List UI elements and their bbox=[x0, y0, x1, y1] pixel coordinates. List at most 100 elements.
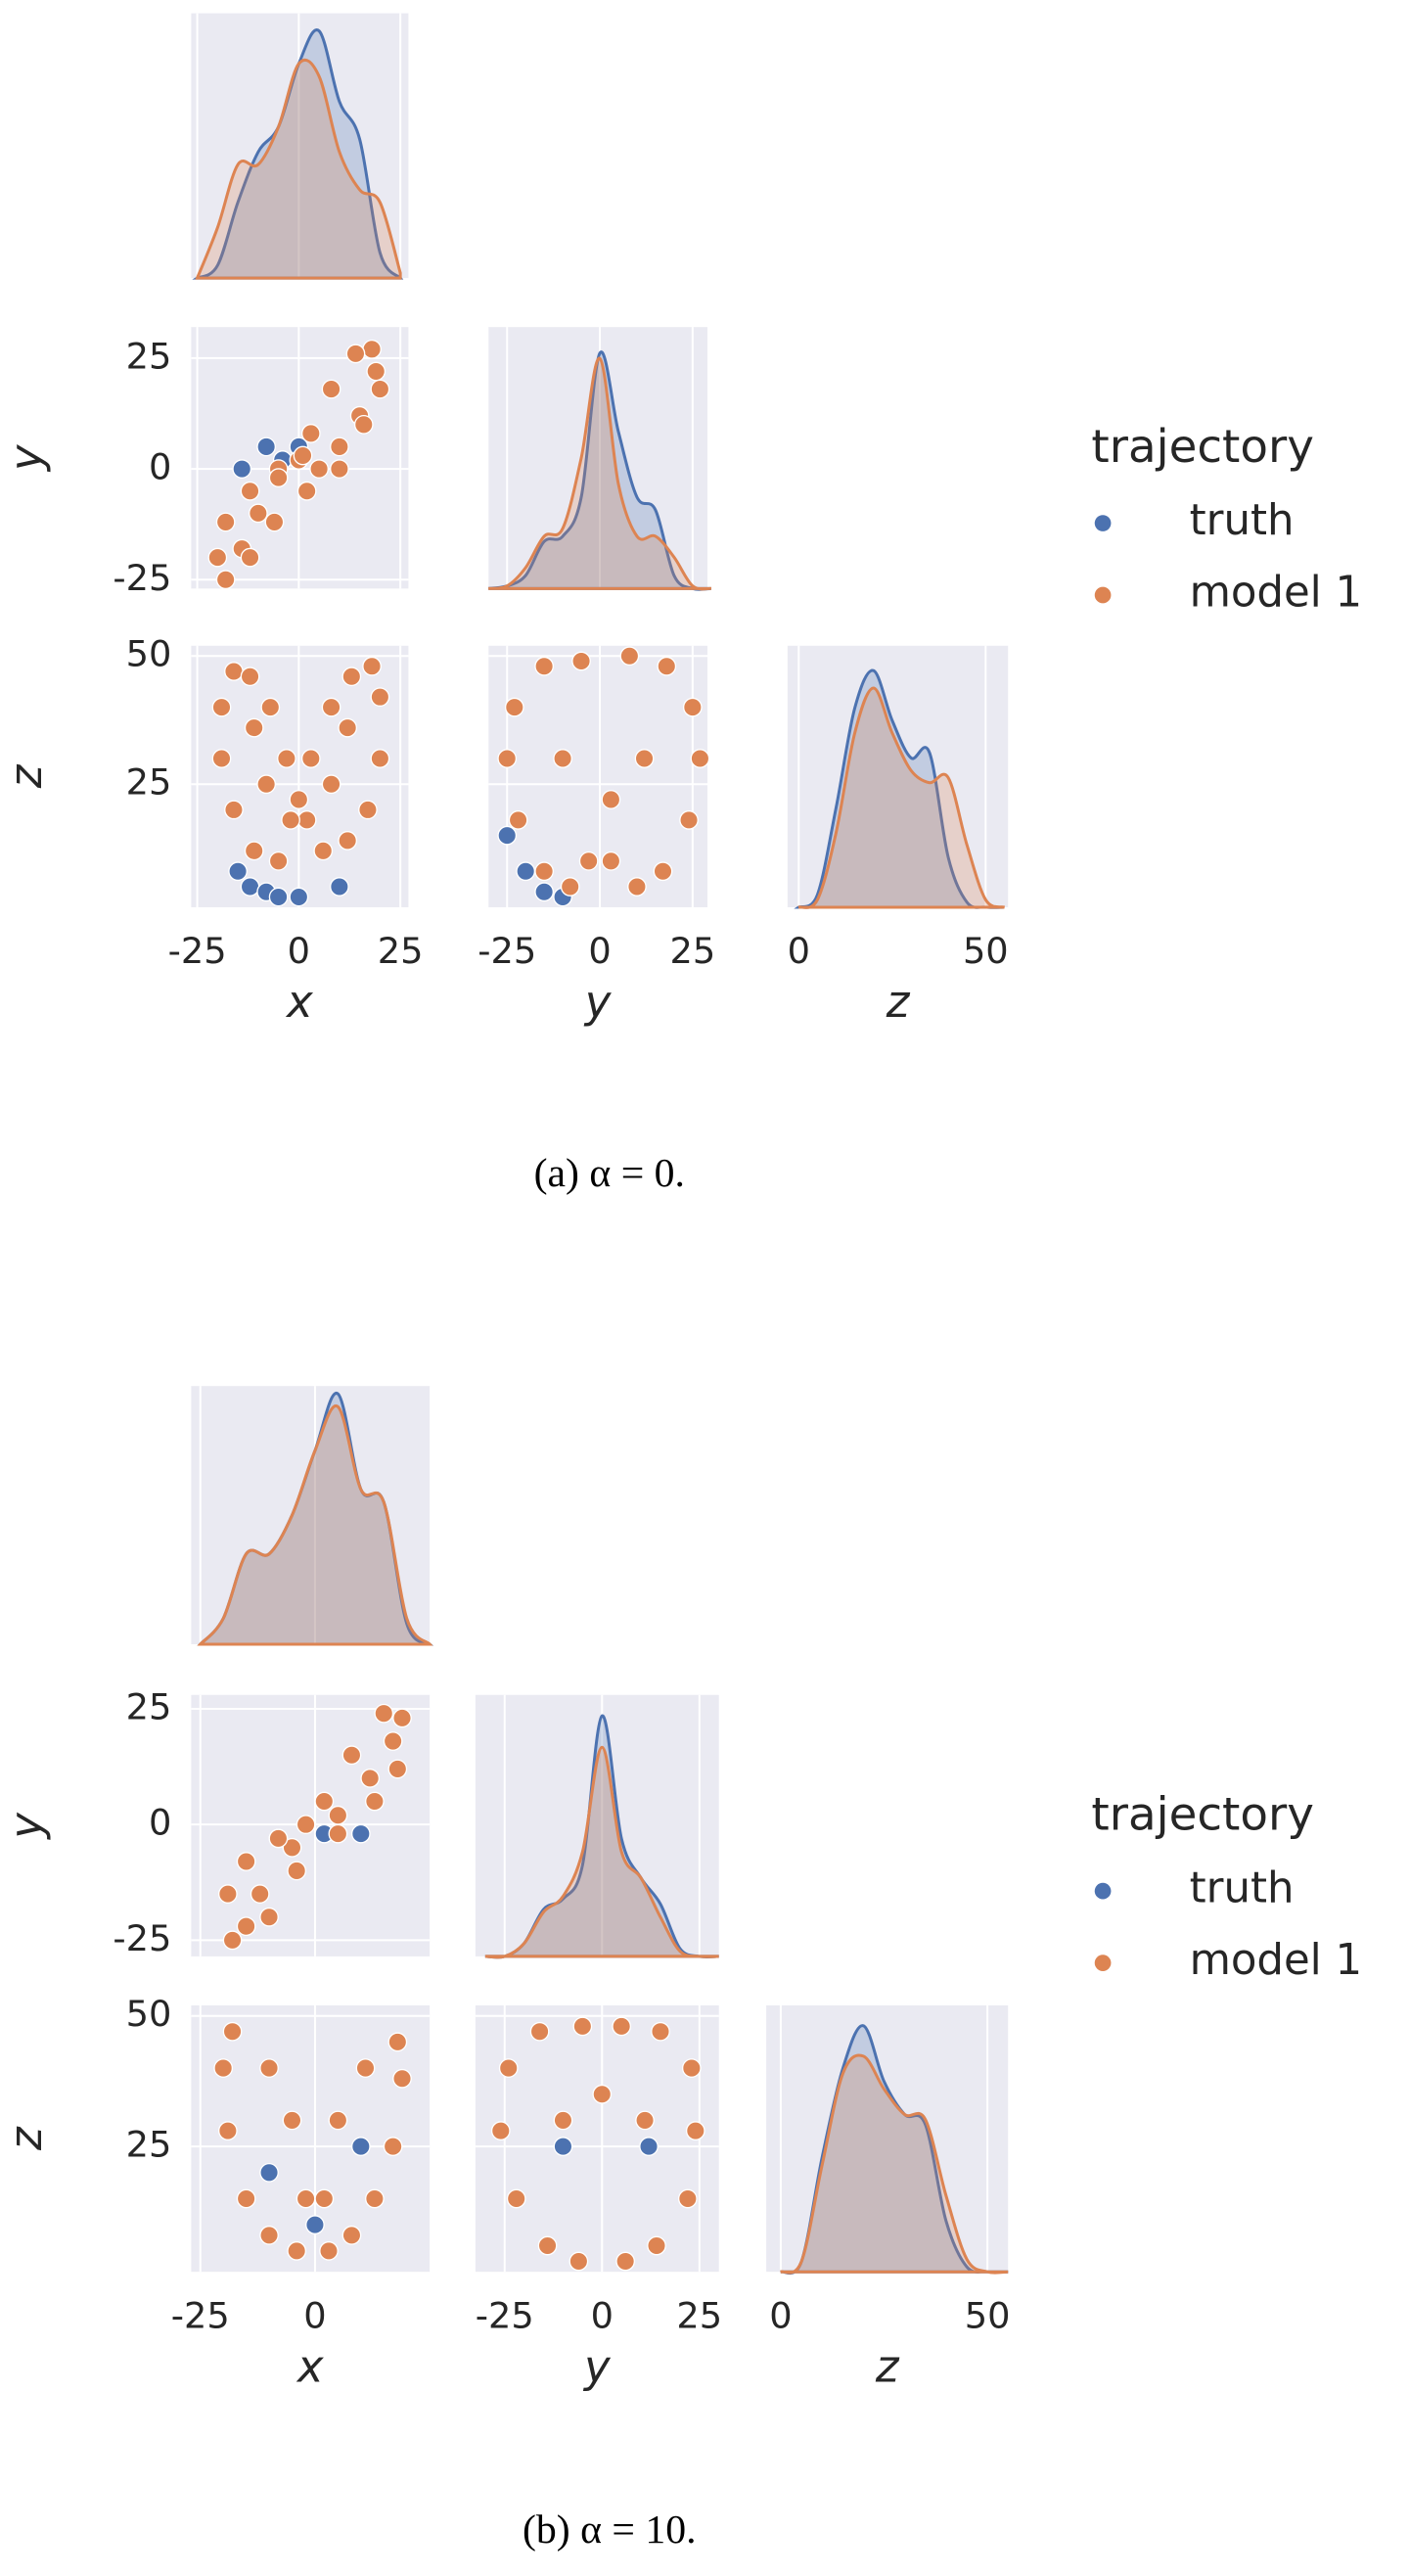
x-tick-label: 50 bbox=[963, 930, 1009, 972]
y-tick-label: 0 bbox=[149, 446, 171, 488]
scatter-point bbox=[516, 861, 536, 882]
scatter-point bbox=[328, 1823, 348, 1844]
scatter-point bbox=[681, 2058, 702, 2078]
scatter-point bbox=[240, 667, 260, 687]
scatter-point bbox=[296, 481, 317, 501]
scatter-point bbox=[232, 459, 252, 479]
panel bbox=[475, 1694, 719, 1959]
scatter-point bbox=[313, 841, 334, 861]
scatter-point bbox=[358, 800, 378, 820]
scatter-point bbox=[627, 877, 647, 897]
scatter-point bbox=[619, 646, 640, 667]
scatter-point bbox=[338, 830, 358, 851]
density-area bbox=[488, 356, 712, 591]
scatter-point bbox=[366, 361, 387, 382]
scatter-point bbox=[328, 2110, 348, 2131]
x-tick-label: 0 bbox=[303, 2294, 326, 2336]
scatter-point bbox=[256, 774, 277, 795]
x-axis-label: y bbox=[582, 2340, 612, 2392]
scatter-point bbox=[259, 2162, 279, 2183]
scatter-point bbox=[677, 2188, 698, 2209]
x-tick-label: 25 bbox=[676, 2294, 722, 2336]
panel: -25 0 25 25 50 x z bbox=[0, 633, 423, 1028]
scatter-point bbox=[213, 2058, 234, 2078]
scatter-point bbox=[296, 2188, 316, 2209]
panel: -25 0 25 y bbox=[476, 2005, 722, 2392]
y-tick-label: 25 bbox=[126, 335, 172, 377]
scatter-point bbox=[362, 656, 382, 676]
legend-label: model 1 bbox=[1190, 1936, 1363, 1985]
scatter-point bbox=[529, 2021, 550, 2042]
scatter-point bbox=[287, 2240, 307, 2261]
scatter-point bbox=[490, 2121, 511, 2140]
scatter-point bbox=[314, 2188, 335, 2209]
scatter-point bbox=[328, 1805, 348, 1825]
scatter-point bbox=[341, 1745, 362, 1766]
scatter-point bbox=[365, 1791, 385, 1812]
caption: (b) α = 10. bbox=[523, 2507, 697, 2553]
scatter-point bbox=[615, 2251, 636, 2272]
scatter-point bbox=[569, 2251, 589, 2272]
x-tick-label: 0 bbox=[788, 930, 810, 972]
axes-background bbox=[191, 645, 409, 907]
x-axis-label: y bbox=[583, 976, 613, 1028]
scatter-point bbox=[250, 1884, 270, 1904]
scatter-point bbox=[365, 2188, 385, 2209]
panel: -25 0 25 50 x z bbox=[0, 1993, 431, 2392]
panel bbox=[488, 327, 712, 591]
scatter-point bbox=[537, 2235, 558, 2256]
y-axis-label: y bbox=[0, 1812, 52, 1841]
scatter-point bbox=[228, 861, 248, 882]
scatter-point bbox=[309, 459, 329, 479]
x-tick-label: 50 bbox=[965, 2294, 1011, 2336]
scatter-point bbox=[350, 1823, 371, 1844]
scatter-point bbox=[289, 887, 309, 907]
scatter-point bbox=[612, 2016, 632, 2037]
scatter-point bbox=[392, 2068, 412, 2089]
legend-marker bbox=[1094, 515, 1112, 531]
y-axis-label: z bbox=[0, 763, 52, 789]
legend-marker bbox=[1094, 586, 1112, 604]
scatter-point bbox=[268, 468, 289, 487]
scatter-point bbox=[601, 790, 621, 809]
scatter-point bbox=[282, 2110, 302, 2131]
scatter-point bbox=[508, 810, 528, 830]
scatter-point bbox=[534, 882, 554, 902]
scatter-point bbox=[355, 2058, 376, 2078]
axes-background bbox=[766, 2005, 1009, 2273]
scatter-point bbox=[268, 887, 289, 907]
scatter-point bbox=[370, 379, 390, 399]
scatter-point bbox=[222, 2021, 243, 2042]
scatter-point bbox=[682, 697, 703, 717]
scatter-point bbox=[224, 800, 244, 820]
scatter-point bbox=[657, 656, 677, 676]
scatter-point bbox=[282, 1837, 302, 1858]
axes-background bbox=[475, 2005, 719, 2273]
scatter-point bbox=[268, 1828, 289, 1849]
scatter-point bbox=[259, 2225, 279, 2245]
x-axis-label: z bbox=[875, 2340, 900, 2392]
scatter-point bbox=[268, 851, 289, 871]
scatter-point bbox=[601, 851, 621, 871]
scatter-point bbox=[360, 1769, 381, 1788]
scatter-point bbox=[236, 1916, 256, 1937]
scatter-point bbox=[370, 687, 390, 708]
scatter-point bbox=[338, 717, 358, 738]
scatter-point bbox=[244, 841, 264, 861]
scatter-point bbox=[651, 2021, 670, 2042]
scatter-point bbox=[341, 667, 362, 687]
scatter-point bbox=[578, 851, 599, 871]
scatter-point bbox=[293, 445, 313, 466]
scatter-point bbox=[592, 2084, 613, 2104]
scatter-point bbox=[690, 749, 710, 768]
scatter-point bbox=[572, 2016, 593, 2037]
scatter-point bbox=[319, 2240, 339, 2261]
scatter-point bbox=[281, 810, 300, 830]
x-tick-label: 0 bbox=[769, 2294, 792, 2336]
legend-marker bbox=[1094, 1955, 1112, 1971]
legend-title: trajectory bbox=[1091, 1789, 1313, 1842]
scatter-point bbox=[353, 414, 374, 435]
panel bbox=[191, 1386, 434, 1646]
scatter-point bbox=[679, 810, 699, 830]
scatter-point bbox=[639, 2137, 659, 2156]
